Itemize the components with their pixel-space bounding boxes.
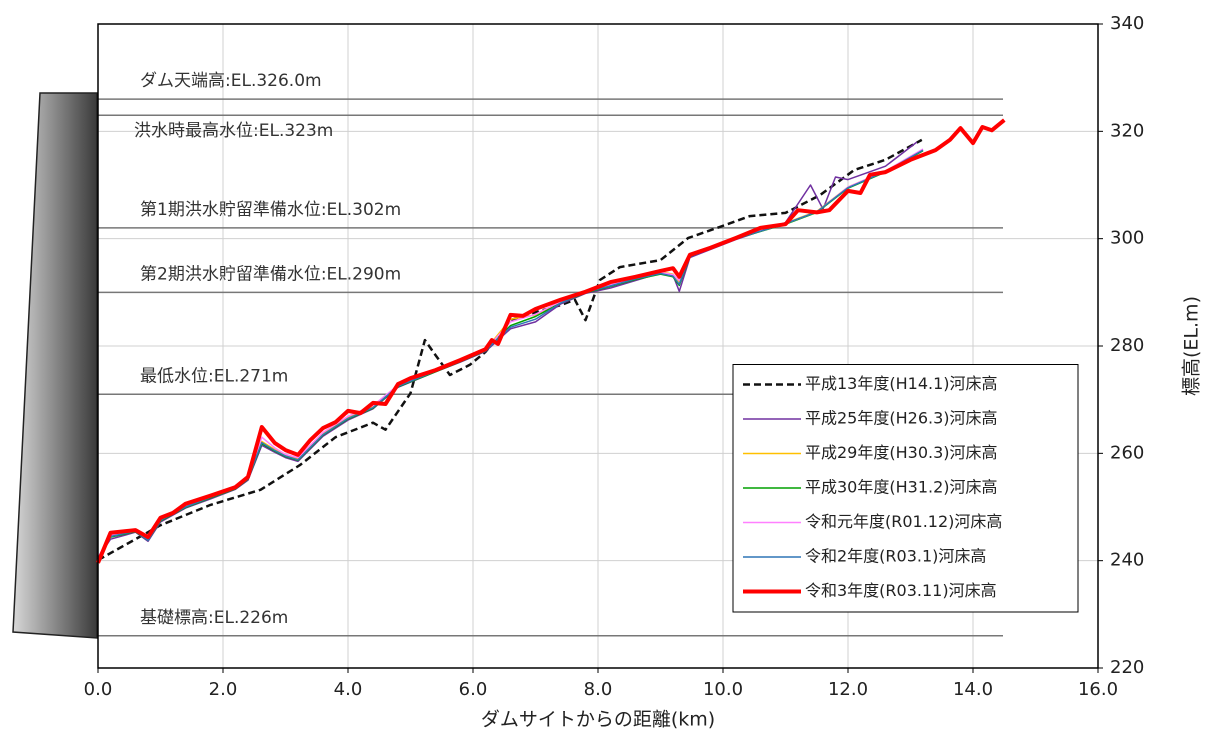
y-tick-label: 260 xyxy=(1110,442,1144,463)
reference-label: 洪水時最高水位:EL.323m xyxy=(134,121,333,141)
dam-shape xyxy=(12,92,98,639)
series-line xyxy=(96,118,1006,564)
reference-label: 第2期洪水貯留準備水位:EL.290m xyxy=(140,264,401,284)
x-tick-label: 12.0 xyxy=(828,679,868,700)
legend: 平成13年度(H14.1)河床高平成25年度(H26.3)河床高平成29年度(H… xyxy=(732,364,1079,613)
x-tick-label: 16.0 xyxy=(1078,679,1118,700)
legend-label: 平成29年度(H30.3)河床高 xyxy=(805,443,998,462)
legend-label: 令和3年度(R03.11)河床高 xyxy=(805,581,997,600)
y-tick-label: 340 xyxy=(1110,13,1144,34)
legend-label: 令和2年度(R03.1)河床高 xyxy=(805,547,986,566)
grid xyxy=(97,23,1099,669)
y-tick-label: 300 xyxy=(1110,228,1144,249)
x-tick-label: 8.0 xyxy=(584,679,613,700)
y-tick-label: 320 xyxy=(1110,120,1144,141)
x-tick-label: 4.0 xyxy=(334,679,363,700)
x-tick-label: 6.0 xyxy=(459,679,488,700)
reference-label: ダム天端高:EL.326.0m xyxy=(140,71,322,91)
reference-label: 基礎標高:EL.226m xyxy=(140,608,288,628)
y-axis-title: 標高(EL.m) xyxy=(1181,296,1203,396)
y-tick-label: 220 xyxy=(1110,657,1144,678)
legend-label: 平成30年度(H31.2)河床高 xyxy=(805,478,998,497)
reference-lines: ダム天端高:EL.326.0m 洪水時最高水位:EL.323m 第1期洪水貯留準備水… xyxy=(98,71,1003,637)
reference-label: 第1期洪水貯留準備水位:EL.302m xyxy=(140,200,401,220)
x-tick-label: 10.0 xyxy=(703,679,743,700)
y-tick-label: 240 xyxy=(1110,550,1144,571)
x-tick-label: 2.0 xyxy=(209,679,238,700)
y-tick-label: 280 xyxy=(1110,335,1144,356)
reference-label: 最低水位:EL.271m xyxy=(140,366,288,386)
legend-label: 平成25年度(H26.3)河床高 xyxy=(805,409,998,428)
legend-label: 平成13年度(H14.1)河床高 xyxy=(805,374,998,393)
series-lines xyxy=(96,118,1006,564)
x-axis-title: ダムサイトからの距離(km) xyxy=(481,709,715,731)
x-tick-label: 14.0 xyxy=(953,679,993,700)
legend-label: 令和元年度(R01.12)河床高 xyxy=(805,512,1002,531)
x-tick-label: 0.0 xyxy=(84,679,113,700)
